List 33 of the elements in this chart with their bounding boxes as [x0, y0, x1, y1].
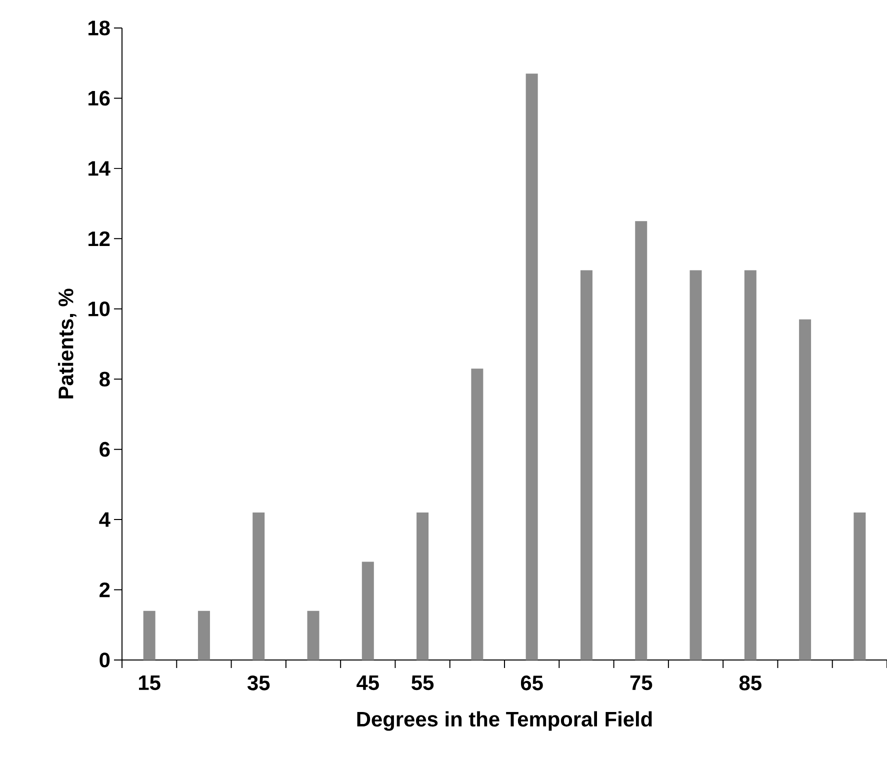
x-tick-label: 15 [139, 676, 160, 690]
bar [690, 270, 702, 660]
x-tick-label: 75 [630, 676, 652, 690]
bar [744, 270, 756, 660]
y-tick-label: 18 [88, 20, 110, 36]
x-axis-title: Degrees in the Temporal Field [357, 711, 652, 731]
y-tick-label: 16 [88, 90, 110, 106]
bar [526, 74, 538, 660]
bar [580, 270, 592, 660]
y-tick-label: 8 [100, 372, 110, 387]
x-tick-label: 85 [739, 676, 762, 690]
bar [252, 512, 265, 660]
bar [854, 512, 866, 660]
x-tick-label: 45 [356, 676, 379, 690]
bar [198, 610, 210, 660]
y-tick-label: 12 [88, 231, 110, 246]
bar [307, 610, 320, 660]
bar [416, 512, 429, 660]
bar [635, 221, 648, 660]
bar [799, 319, 812, 660]
y-tick-label: 6 [100, 442, 110, 457]
y-tick-label: 2 [100, 582, 110, 598]
y-tick-label: 0 [100, 652, 110, 668]
x-tick-label: 55 [412, 676, 434, 690]
bar [471, 368, 484, 660]
y-axis-title: Patients, % [58, 288, 76, 398]
y-tick-label: 14 [88, 161, 110, 176]
bar [143, 610, 156, 660]
y-tick-label: 10 [88, 301, 110, 316]
y-tick-label: 4 [99, 512, 110, 527]
bar [362, 562, 374, 660]
x-tick-label: 65 [520, 676, 543, 690]
x-tick-label: 35 [247, 676, 270, 690]
